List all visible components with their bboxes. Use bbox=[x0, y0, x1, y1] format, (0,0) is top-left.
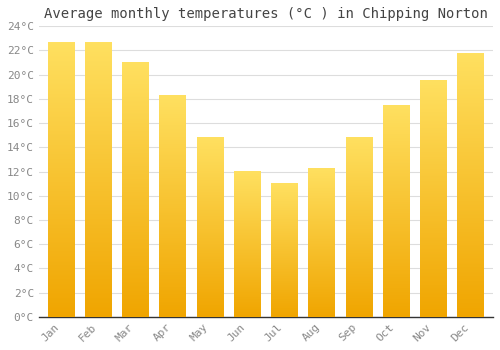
Title: Average monthly temperatures (°C ) in Chipping Norton: Average monthly temperatures (°C ) in Ch… bbox=[44, 7, 488, 21]
